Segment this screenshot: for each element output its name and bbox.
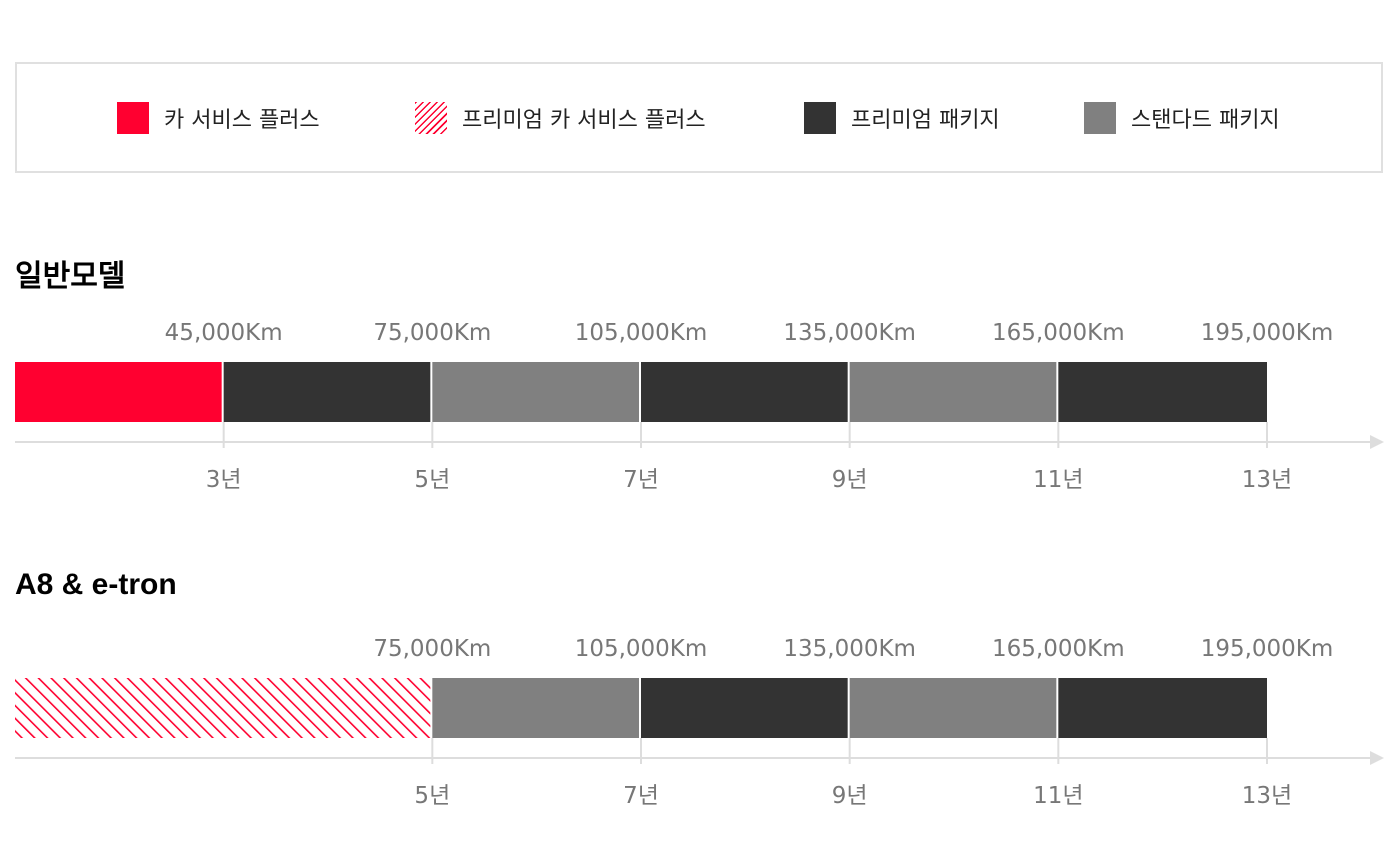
x-axis-arrow-icon bbox=[1370, 751, 1384, 765]
x-tick-label: 5년 bbox=[414, 460, 450, 494]
x-tick-label: 9년 bbox=[832, 776, 868, 810]
chart-title-a8-etron: A8 & e-tron bbox=[15, 568, 177, 602]
km-label: 45,000Km bbox=[165, 320, 283, 346]
bar-segment-premium-package bbox=[1058, 362, 1267, 422]
x-tick-label: 7년 bbox=[623, 776, 659, 810]
km-label: 165,000Km bbox=[992, 320, 1125, 346]
x-tick-label: 11년 bbox=[1033, 460, 1083, 494]
legend-label-premium-package: 프리미엄 패키지 bbox=[851, 102, 1000, 134]
timeline-a8-etron: 75,000Km 5년 105,000Km 7년 135,000Km 9년 165,000K… bbox=[0, 628, 1400, 808]
km-label: 165,000Km bbox=[992, 636, 1125, 662]
km-label: 135,000Km bbox=[783, 636, 916, 662]
x-tick-label: 9년 bbox=[832, 460, 868, 494]
bar-segment-premium-package bbox=[1058, 678, 1267, 738]
x-tick-label: 5년 bbox=[414, 776, 450, 810]
legend-swatch-premium-package bbox=[804, 102, 836, 134]
km-label: 105,000Km bbox=[575, 320, 708, 346]
legend-item-car-service-plus: 카 서비스 플러스 bbox=[117, 64, 320, 171]
legend-swatch-premium-car-service-plus bbox=[415, 102, 447, 134]
bar-segment-standard-package bbox=[432, 678, 639, 738]
legend-label-premium-car-service-plus: 프리미엄 카 서비스 플러스 bbox=[462, 102, 706, 134]
legend-label-standard-package: 스탠다드 패키지 bbox=[1131, 102, 1280, 134]
legend-swatch-standard-package bbox=[1084, 102, 1116, 134]
bar-segment-car-service-plus bbox=[15, 362, 222, 422]
bar-segment-standard-package bbox=[432, 362, 639, 422]
km-label: 135,000Km bbox=[783, 320, 916, 346]
legend-item-premium-car-service-plus: 프리미엄 카 서비스 플러스 bbox=[415, 64, 706, 171]
bar-segment-premium-package bbox=[641, 678, 848, 738]
chart-title-general-model: 일반모델 bbox=[15, 251, 125, 295]
legend-item-premium-package: 프리미엄 패키지 bbox=[804, 64, 1000, 171]
bar-segment-standard-package bbox=[850, 362, 1057, 422]
bar-segment-standard-package bbox=[850, 678, 1057, 738]
x-tick-label: 11년 bbox=[1033, 776, 1083, 810]
km-label: 105,000Km bbox=[575, 636, 708, 662]
timeline-general-model: 45,000Km 3년 75,000Km 5년 105,000Km 7년 135,000Km… bbox=[0, 312, 1400, 492]
bar-segment-premium-package bbox=[224, 362, 431, 422]
x-tick-label: 7년 bbox=[623, 460, 659, 494]
km-label: 75,000Km bbox=[373, 636, 491, 662]
legend-swatch-car-service-plus bbox=[117, 102, 149, 134]
x-axis-arrow-icon bbox=[1370, 435, 1384, 449]
km-label: 195,000Km bbox=[1201, 320, 1334, 346]
chart-legend: 카 서비스 플러스 프리미엄 카 서비스 플러스 프리미엄 패키지 스탠다드 패… bbox=[15, 62, 1383, 173]
bar-segment-premium-car-service-plus bbox=[15, 678, 430, 738]
x-tick-label: 13년 bbox=[1242, 776, 1292, 810]
bar-segment-premium-package bbox=[641, 362, 848, 422]
km-label: 195,000Km bbox=[1201, 636, 1334, 662]
legend-label-car-service-plus: 카 서비스 플러스 bbox=[164, 102, 320, 134]
km-label: 75,000Km bbox=[373, 320, 491, 346]
x-tick-label: 13년 bbox=[1242, 460, 1292, 494]
legend-item-standard-package: 스탠다드 패키지 bbox=[1084, 64, 1280, 171]
x-tick-label: 3년 bbox=[206, 460, 242, 494]
